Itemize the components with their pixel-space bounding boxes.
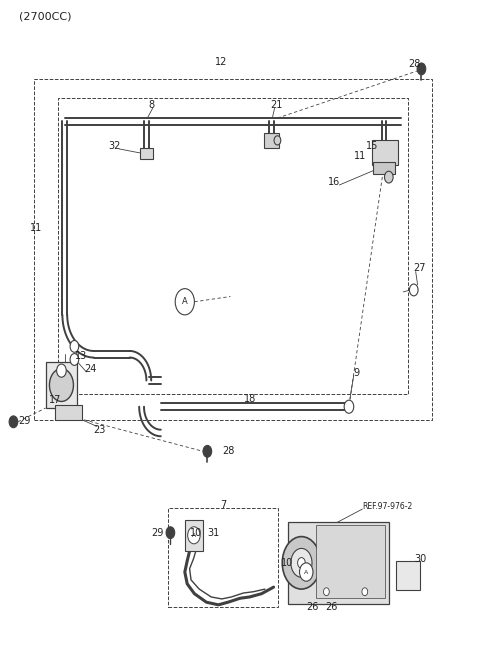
Text: 11: 11 [354, 151, 366, 161]
Bar [140, 148, 153, 159]
Text: (2700CC): (2700CC) [19, 11, 72, 22]
Text: 12: 12 [215, 57, 227, 68]
Circle shape [300, 563, 313, 581]
Circle shape [188, 527, 200, 544]
Bar [58, 98, 408, 394]
Bar [168, 508, 278, 607]
Circle shape [362, 588, 368, 596]
Text: 29: 29 [151, 527, 163, 538]
Bar [316, 525, 385, 598]
Text: 9: 9 [353, 367, 359, 378]
Text: 23: 23 [93, 424, 106, 435]
Circle shape [417, 63, 426, 75]
Bar [372, 140, 398, 165]
Circle shape [291, 548, 312, 577]
Bar [288, 522, 389, 604]
Text: 8: 8 [148, 100, 154, 110]
Bar [185, 520, 203, 551]
Text: 10: 10 [190, 527, 202, 538]
Text: 27: 27 [414, 262, 426, 273]
Circle shape [344, 400, 354, 413]
Text: 28: 28 [222, 446, 234, 457]
Circle shape [49, 369, 73, 401]
Circle shape [70, 354, 79, 365]
Circle shape [203, 445, 212, 457]
Text: 21: 21 [270, 100, 282, 110]
Circle shape [298, 558, 305, 568]
Circle shape [57, 364, 66, 377]
Circle shape [274, 136, 281, 145]
Text: 24: 24 [84, 363, 96, 374]
Text: 29: 29 [18, 416, 31, 426]
Bar [373, 162, 395, 174]
Bar [55, 405, 82, 420]
Circle shape [9, 416, 18, 428]
Bar [46, 362, 77, 408]
Text: 26: 26 [306, 602, 318, 613]
Text: 16: 16 [327, 177, 340, 188]
Text: REF.97-976-2: REF.97-976-2 [362, 502, 413, 511]
Circle shape [324, 588, 329, 596]
Text: 32: 32 [108, 140, 120, 151]
Text: 26: 26 [325, 602, 337, 613]
Circle shape [70, 340, 79, 352]
Circle shape [166, 527, 175, 539]
Bar [396, 561, 420, 590]
Text: 31: 31 [207, 527, 220, 538]
Text: A: A [304, 569, 308, 575]
Text: A: A [192, 533, 196, 538]
Circle shape [175, 289, 194, 315]
Text: 7: 7 [220, 500, 227, 510]
Text: A: A [182, 297, 188, 306]
Text: 10: 10 [280, 558, 293, 568]
Circle shape [409, 284, 418, 296]
Bar [34, 79, 432, 420]
Text: 30: 30 [414, 554, 427, 564]
Text: 13: 13 [74, 350, 87, 361]
Text: 28: 28 [408, 59, 420, 70]
Circle shape [282, 537, 321, 589]
Circle shape [384, 171, 393, 183]
Text: 17: 17 [49, 395, 61, 405]
Text: 11: 11 [30, 223, 42, 234]
Bar [264, 133, 279, 148]
Text: 15: 15 [366, 141, 378, 152]
Text: 18: 18 [244, 394, 257, 404]
